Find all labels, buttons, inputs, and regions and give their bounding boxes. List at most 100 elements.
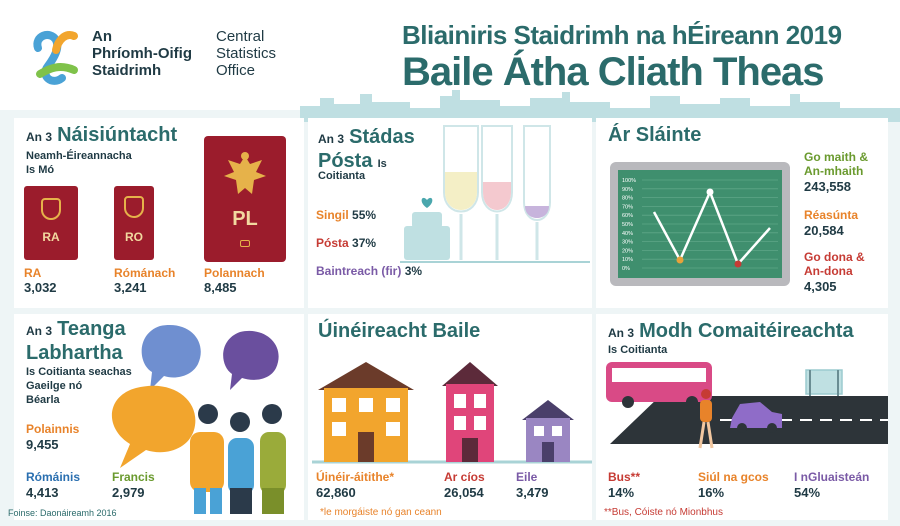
health-label-fair: Réasúnta [804, 208, 859, 222]
language-value-french: 2,979 [112, 485, 145, 500]
marital-value-married: 37% [352, 236, 377, 250]
marital-value-single: 55% [352, 208, 377, 222]
health-label-bad2: An-dona [804, 264, 853, 278]
transport-sub: Is Coitianta [608, 344, 668, 356]
nationality-value-pl: 8,485 [204, 280, 237, 295]
passport-ra: RA [24, 186, 78, 260]
passport-pl: PL [204, 136, 286, 262]
transport-value-bus: 14% [608, 485, 635, 500]
nationality-value-ro: 3,241 [114, 280, 147, 295]
health-value-bad: 4,305 [804, 279, 837, 294]
health-label-good1: Go maith & [804, 150, 869, 164]
transport-label-car: I nGluaisteán [794, 470, 870, 484]
nationality-title: Náisiúntacht [57, 124, 178, 146]
logo-irish-line3: Staidrimh [92, 62, 162, 79]
marital-sub2: Coitianta [318, 170, 366, 182]
nationality-label-ra: RA [24, 266, 42, 280]
housing-value-other: 3,479 [516, 485, 549, 500]
marital-title2: Pósta [318, 150, 373, 172]
language-title1: Teanga [57, 318, 126, 340]
marital-item-widowed: Baintreach (fir) 3% [316, 264, 422, 278]
cso-logo-icon [33, 30, 78, 85]
marital-label-widowed: Baintreach (fir) [316, 264, 402, 278]
passport-chip-icon [240, 240, 250, 247]
logo-english-line1: Central [216, 28, 265, 45]
language-value-romanian: 4,413 [26, 485, 59, 500]
speech-bubbles-illustration [111, 324, 286, 514]
chart-tick-label: 80% [622, 196, 633, 202]
nationality-label-pl: Polannach [204, 266, 265, 280]
language-title2: Labhartha [26, 342, 123, 364]
language-label-french: Francis [112, 470, 155, 484]
housing-label-other: Eile [516, 470, 538, 484]
chart-tick-label: 40% [622, 231, 633, 237]
chart-tick-label: 90% [622, 187, 633, 193]
health-chart: 100% 90% 80% 70% 60% 50% 40% 30% 20% 10% 0% [622, 178, 778, 272]
health-label-good2: An-mhaith [804, 164, 864, 178]
language-sub2: Gaeilge nó [26, 380, 83, 392]
passport-ro: RO [114, 186, 154, 260]
marital-label-single: Singil [316, 208, 349, 222]
chart-tick-label: 10% [622, 257, 633, 263]
language-label-romanian: Rómáinis [26, 470, 81, 484]
housing-title: Úinéireacht Baile [318, 320, 481, 342]
language-sub1: Is Coitianta seachas [26, 366, 132, 378]
housing-value-rent: 26,054 [444, 485, 484, 500]
nationality-prefix: An 3 [26, 130, 53, 144]
marital-prefix: An 3 [318, 132, 345, 146]
skyline-decoration [300, 90, 900, 122]
passport-ra-code: RA [42, 230, 60, 244]
nationality-sub1: Neamh-Éireannacha [26, 150, 132, 162]
champagne-glasses-icon [400, 125, 590, 263]
nationality-label-ro: Rómánach [114, 266, 176, 280]
marital-value-widowed: 3% [404, 264, 423, 278]
transport-illustration [606, 362, 888, 449]
transport-label-bus: Bus** [608, 470, 641, 484]
chart-tick-label: 100% [622, 178, 636, 184]
health-value-fair: 20,584 [804, 223, 844, 238]
source-note: Foinse: Daonáireamh 2016 [8, 508, 117, 518]
chart-tick-label: 0% [622, 266, 630, 272]
logo-english-line2: Statistics [216, 45, 277, 62]
marital-item-single: Singil 55% [316, 208, 376, 222]
eagle-icon [224, 152, 266, 194]
chart-tick-label: 20% [622, 248, 633, 254]
crest-icon [124, 196, 144, 218]
logo-irish-line1: An [92, 28, 112, 45]
health-label-bad1: Go dona & [804, 250, 865, 264]
transport-heading: An 3 Modh Comaitéireachta [608, 320, 854, 343]
housing-footnote: *le morgáiste nó gan ceann [320, 507, 442, 518]
transport-prefix: An 3 [608, 326, 635, 340]
transport-value-car: 54% [794, 485, 821, 500]
marital-heading: An 3 Stádas Pósta Is [318, 126, 415, 175]
logo-english-line3: Office [216, 62, 255, 79]
transport-value-walk: 16% [698, 485, 725, 500]
chart-tick-label: 60% [622, 213, 633, 219]
marital-item-married: Pósta 37% [316, 236, 376, 250]
houses-illustration [312, 362, 592, 464]
nationality-heading: An 3 Náisiúntacht [26, 124, 177, 147]
chart-tick-label: 50% [622, 222, 633, 228]
header-subtitle: Bliainiris Staidrimh na hÉireann 2019 [402, 20, 842, 50]
logo-irish-text: An Phríomh-Oifig Staidrimh [92, 28, 192, 79]
transport-footnote: **Bus, Cóiste nó Mionbhus [604, 507, 723, 518]
passport-ro-code: RO [125, 230, 143, 244]
nationality-sub2: Is Mó [26, 164, 55, 176]
marital-label-married: Pósta [316, 236, 349, 250]
logo-english-text: Central Statistics Office [216, 28, 276, 79]
transport-label-walk: Siúl na gcos [698, 470, 769, 484]
crest-icon [41, 198, 61, 220]
language-heading: An 3 Teanga Labhartha [26, 318, 126, 365]
health-value-good: 243,558 [804, 179, 851, 194]
housing-value-owner: 62,860 [316, 485, 356, 500]
transport-title: Modh Comaitéireachta [639, 320, 854, 342]
housing-label-owner: Úinéir-áitithe* [316, 470, 395, 484]
housing-label-rent: Ar cíos [444, 470, 485, 484]
page-title: Baile Átha Cliath Theas [402, 50, 825, 94]
chart-tick-label: 30% [622, 240, 633, 246]
health-title: Ár Sláinte [608, 124, 702, 146]
header [0, 0, 900, 110]
language-sub3: Béarla [26, 394, 60, 406]
chart-tick-label: 70% [622, 204, 633, 210]
